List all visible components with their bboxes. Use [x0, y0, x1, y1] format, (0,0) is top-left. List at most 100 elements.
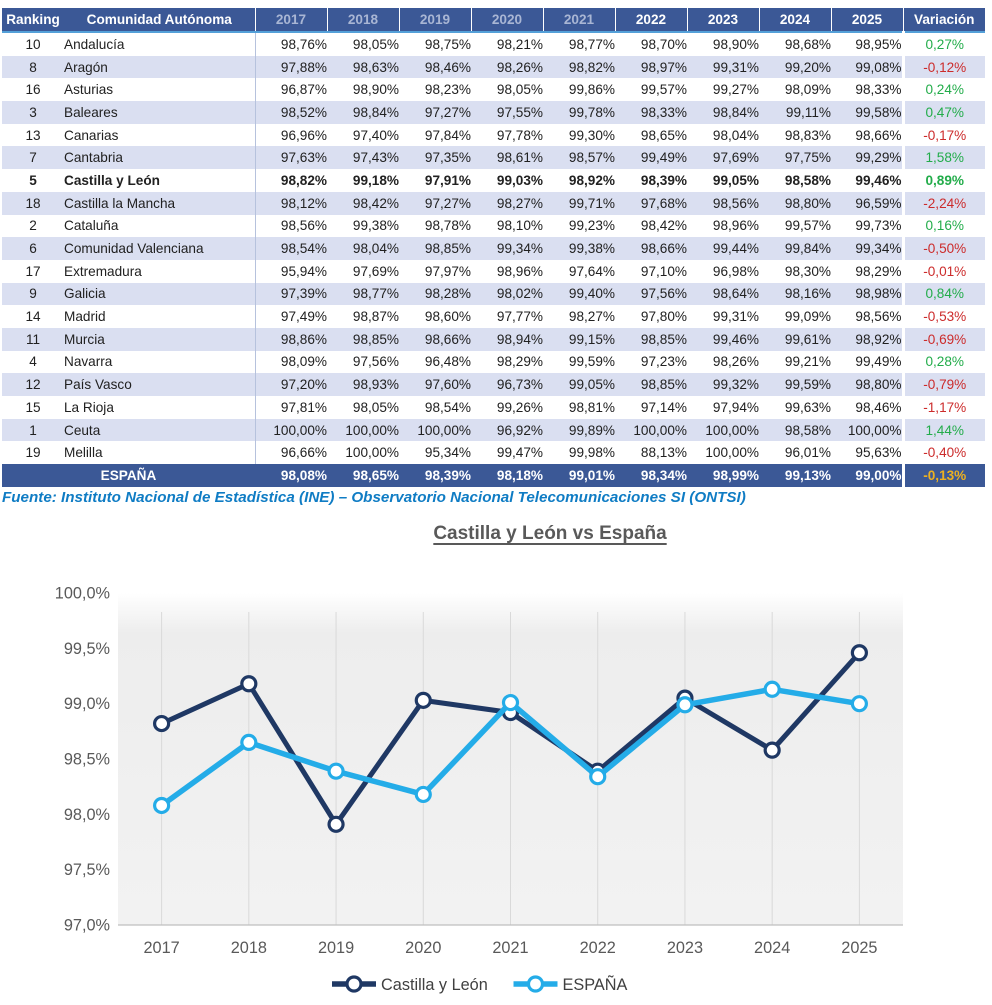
- line-chart-svg: 100,0% 99,5% 99,0% 98,5% 98,0% 97,5% 97,0% 2017…: [55, 585, 903, 994]
- year-value-cell: 98,04%: [687, 123, 759, 147]
- region-name-cell: Aragón: [64, 55, 256, 79]
- year-value-cell: 98,64%: [687, 282, 759, 306]
- column-header-2021: 2021: [542, 8, 615, 33]
- year-value-cell: 99,58%: [831, 101, 903, 124]
- ranking-cell: 6: [2, 237, 64, 260]
- year-value-cell: 99,49%: [615, 146, 687, 170]
- data-point: [153, 796, 171, 815]
- year-value-cell: 98,16%: [759, 282, 831, 306]
- year-value-cell: 98,85%: [399, 237, 471, 260]
- year-value-cell: 98,28%: [399, 282, 471, 306]
- year-value-cell: 98,04%: [327, 237, 399, 260]
- variation-cell: -1,17%: [901, 396, 985, 419]
- year-value-cell: 98,93%: [327, 373, 399, 396]
- variation-cell: 0,28%: [901, 350, 985, 374]
- year-value-cell: 98,54%: [399, 396, 471, 419]
- table-row: 3 Baleares 98,52% 98,84% 97,27% 97,55% 99,78% 9…: [2, 101, 985, 124]
- year-value-cell: 97,55%: [471, 101, 543, 124]
- year-value-cell: 98,76%: [255, 32, 327, 56]
- year-value-cell: 98,80%: [759, 191, 831, 215]
- table-row: 18 Castilla la Mancha 98,12% 98,42% 97,27% 98…: [2, 191, 985, 215]
- year-value-cell: 96,92%: [471, 418, 543, 442]
- svg-text:2020: 2020: [405, 939, 441, 957]
- legend-item-espana: ESPAÑA: [513, 974, 627, 994]
- ranking-cell: 13: [2, 123, 64, 147]
- legend-label: Castilla y León: [381, 976, 488, 994]
- year-value-cell: 98,87%: [327, 305, 399, 328]
- year-value-cell: 99,15%: [543, 327, 615, 351]
- year-value-cell: 97,35%: [399, 146, 471, 170]
- year-value-cell: 98,90%: [327, 78, 399, 102]
- year-value-cell: 95,94%: [255, 259, 327, 283]
- data-point: [327, 762, 345, 780]
- data-point: [501, 693, 520, 712]
- svg-text:97,0%: 97,0%: [64, 917, 110, 935]
- variation-cell: -0,53%: [901, 305, 985, 328]
- year-value-cell: 98,42%: [327, 191, 399, 215]
- year-value-cell: 97,75%: [759, 146, 831, 170]
- year-value-cell: 99,46%: [831, 169, 903, 192]
- data-point: [850, 644, 868, 662]
- table-header-row: Ranking Comunidad Autónoma 2017 2018 2019 202…: [2, 8, 985, 33]
- year-value-cell: 99,61%: [759, 327, 831, 351]
- year-value-cell: 97,88%: [255, 55, 327, 79]
- ranking-cell: 18: [2, 191, 64, 215]
- year-value-cell: 99,09%: [759, 305, 831, 328]
- year-value-cell: 99,05%: [543, 373, 615, 396]
- year-value-cell: 96,87%: [255, 78, 327, 102]
- year-value-cell: 96,96%: [255, 123, 327, 147]
- variation-cell: -0,17%: [901, 123, 985, 147]
- column-header-ranking: Ranking: [2, 8, 64, 33]
- year-value-cell: 98,81%: [543, 396, 615, 419]
- year-value-cell: 99,20%: [759, 55, 831, 79]
- column-header-2020: 2020: [470, 8, 543, 33]
- year-value-cell: 99,78%: [543, 101, 615, 124]
- region-name-cell: Castilla y León: [64, 169, 256, 192]
- variation-cell: -0,12%: [901, 55, 985, 79]
- variation-cell: 0,27%: [901, 32, 985, 56]
- variation-cell: 0,47%: [901, 101, 985, 124]
- year-value-cell: 98,65%: [327, 464, 399, 488]
- year-value-cell: 98,23%: [399, 78, 471, 102]
- year-value-cell: 99,05%: [687, 169, 759, 192]
- variation-cell: -0,13%: [901, 464, 985, 488]
- variation-cell: -0,01%: [901, 259, 985, 283]
- chart-title: Castilla y León vs España: [433, 523, 667, 544]
- chart-legend: Castilla y León ESPAÑA: [332, 974, 627, 994]
- year-value-cell: 96,59%: [831, 191, 903, 215]
- year-value-cell: 99,08%: [831, 55, 903, 79]
- x-axis-tick-labels: 2017 2018 2019 2020 2021 2022 2023 2024 2025: [143, 939, 877, 957]
- svg-text:2019: 2019: [318, 939, 354, 957]
- table-row: 15 La Rioja 97,81% 98,05% 98,54% 99,26% 98,81%…: [2, 396, 985, 419]
- year-value-cell: 98,77%: [543, 32, 615, 56]
- year-value-cell: 98,29%: [471, 350, 543, 374]
- year-value-cell: 97,49%: [255, 305, 327, 328]
- year-value-cell: 97,56%: [327, 350, 399, 374]
- year-value-cell: 98,95%: [831, 32, 903, 56]
- variation-cell: 0,89%: [901, 169, 985, 192]
- svg-text:2024: 2024: [754, 939, 790, 957]
- year-value-cell: 98,86%: [255, 327, 327, 351]
- year-value-cell: 99,47%: [471, 441, 543, 465]
- year-value-cell: 99,23%: [543, 214, 615, 238]
- region-name-cell: Asturias: [64, 78, 256, 102]
- year-value-cell: 97,27%: [399, 101, 471, 124]
- year-value-cell: 98,33%: [615, 101, 687, 124]
- ranking-cell: 5: [2, 169, 64, 192]
- year-value-cell: 97,80%: [615, 305, 687, 328]
- column-header-variation: Variación: [902, 8, 985, 33]
- year-value-cell: 99,21%: [759, 350, 831, 374]
- ranking-cell: 10: [2, 32, 64, 56]
- legend-item-castilla-y-leon: Castilla y León: [332, 975, 488, 994]
- year-value-cell: 96,73%: [471, 373, 543, 396]
- svg-text:2023: 2023: [667, 939, 703, 957]
- year-value-cell: 98,30%: [759, 259, 831, 283]
- column-header-2024: 2024: [758, 8, 831, 33]
- year-value-cell: 98,92%: [543, 169, 615, 192]
- year-value-cell: 97,10%: [615, 259, 687, 283]
- year-value-cell: 99,31%: [687, 55, 759, 79]
- year-value-cell: 98,09%: [255, 350, 327, 374]
- year-value-cell: 98,21%: [471, 32, 543, 56]
- year-value-cell: 98,99%: [687, 464, 759, 488]
- ranking-cell: 16: [2, 78, 64, 102]
